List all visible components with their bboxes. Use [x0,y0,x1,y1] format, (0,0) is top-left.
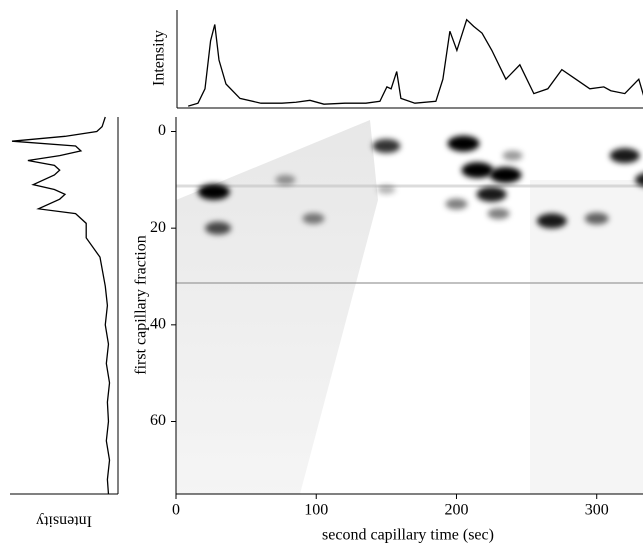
y-tick-label: 20 [150,219,166,236]
x-tick-label: 200 [444,502,468,519]
spot [487,208,510,220]
spot [476,186,507,202]
spot [302,213,325,224]
spot [461,162,494,179]
left-intensity-label: Intensity [36,512,92,529]
background-texture [530,180,643,494]
y-axis-label: first capillary fraction [133,235,150,375]
spot [489,167,522,183]
x-tick-label: 300 [585,502,609,519]
x-tick-label: 0 [172,502,180,519]
top-intensity-label: Intensity [151,30,168,86]
y-tick-label: 0 [158,122,166,139]
spot [447,135,480,152]
x-tick-label: 100 [304,502,328,519]
background-texture [176,120,378,494]
intensity-trace [11,116,111,495]
spot [536,213,567,229]
x-axis-label: second capillary time (sec) [322,527,494,544]
spot [377,185,396,194]
spot [372,139,401,153]
spot [197,183,230,200]
intensity-trace [188,18,643,107]
spot [635,173,643,187]
spot [275,174,296,185]
y-tick-label: 60 [150,412,166,429]
spot [609,148,640,164]
spot [502,150,523,161]
spot [445,198,468,210]
spot [584,212,609,225]
spot [205,221,232,235]
y-tick-label: 40 [150,316,166,333]
